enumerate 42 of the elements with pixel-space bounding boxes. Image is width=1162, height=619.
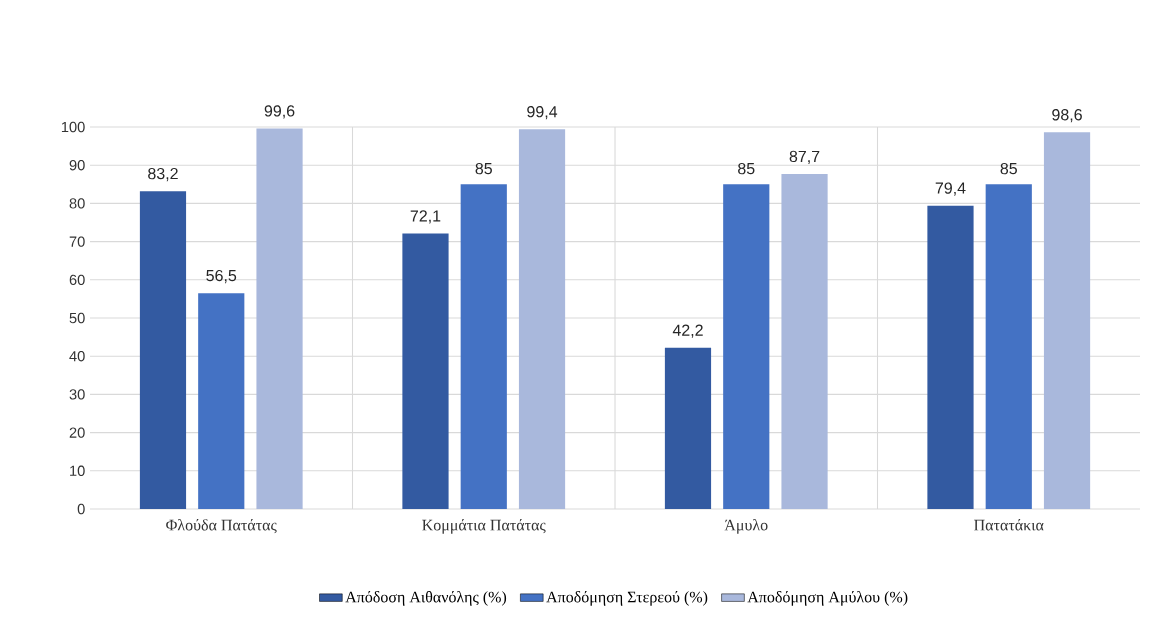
y-tick-label: 100: [61, 121, 85, 133]
data-label: 83,2: [148, 167, 178, 182]
data-label: 85: [475, 162, 492, 175]
x-tick-label: Φλούδα Πατάτας: [166, 519, 277, 534]
data-label: 99,4: [527, 106, 558, 120]
bar: [927, 205, 974, 509]
y-tick-label: 40: [69, 351, 85, 362]
data-label: 72,1: [410, 210, 441, 224]
bar: [198, 293, 245, 509]
y-tick-label: 60: [69, 274, 85, 285]
bar: [256, 128, 303, 509]
y-tick-label: 80: [69, 198, 85, 209]
data-label: 42,2: [672, 324, 703, 338]
data-label: 56,5: [206, 269, 237, 284]
x-tick-label: Πατατάκια: [974, 519, 1044, 531]
data-label: 79,4: [935, 182, 966, 196]
data-label: 85: [738, 162, 755, 175]
bar: [402, 233, 449, 509]
legend-label: Αποδόμηση Στερεού (%): [546, 591, 708, 606]
x-tick-label: Κομμάτια Πατάτας: [422, 519, 546, 534]
bar: [518, 129, 566, 509]
y-tick-label: 70: [69, 236, 85, 247]
bar: [781, 173, 828, 509]
y-tick-label: 90: [69, 160, 85, 171]
bar: [723, 184, 770, 509]
y-tick-label: 10: [70, 465, 85, 476]
data-label: 98,6: [1052, 109, 1082, 123]
bar: [139, 191, 187, 509]
y-tick-label: 50: [69, 312, 85, 324]
bar: [985, 184, 1032, 509]
bar: [664, 347, 712, 509]
y-tick-label: 30: [69, 389, 85, 400]
legend-label: Απόδοση Αιθανόλης (%): [345, 591, 507, 606]
data-label: 87,7: [789, 150, 820, 164]
data-label: 99,6: [264, 105, 295, 119]
y-tick-label: 0: [77, 503, 85, 515]
data-label: 85: [1000, 162, 1017, 175]
bar: [460, 184, 507, 509]
x-tick-label: Άμυλο: [724, 519, 768, 534]
y-tick-label: 20: [69, 427, 85, 438]
bar: [1043, 132, 1091, 509]
legend-label: Αποδόμηση Αμύλου (%): [747, 591, 908, 606]
